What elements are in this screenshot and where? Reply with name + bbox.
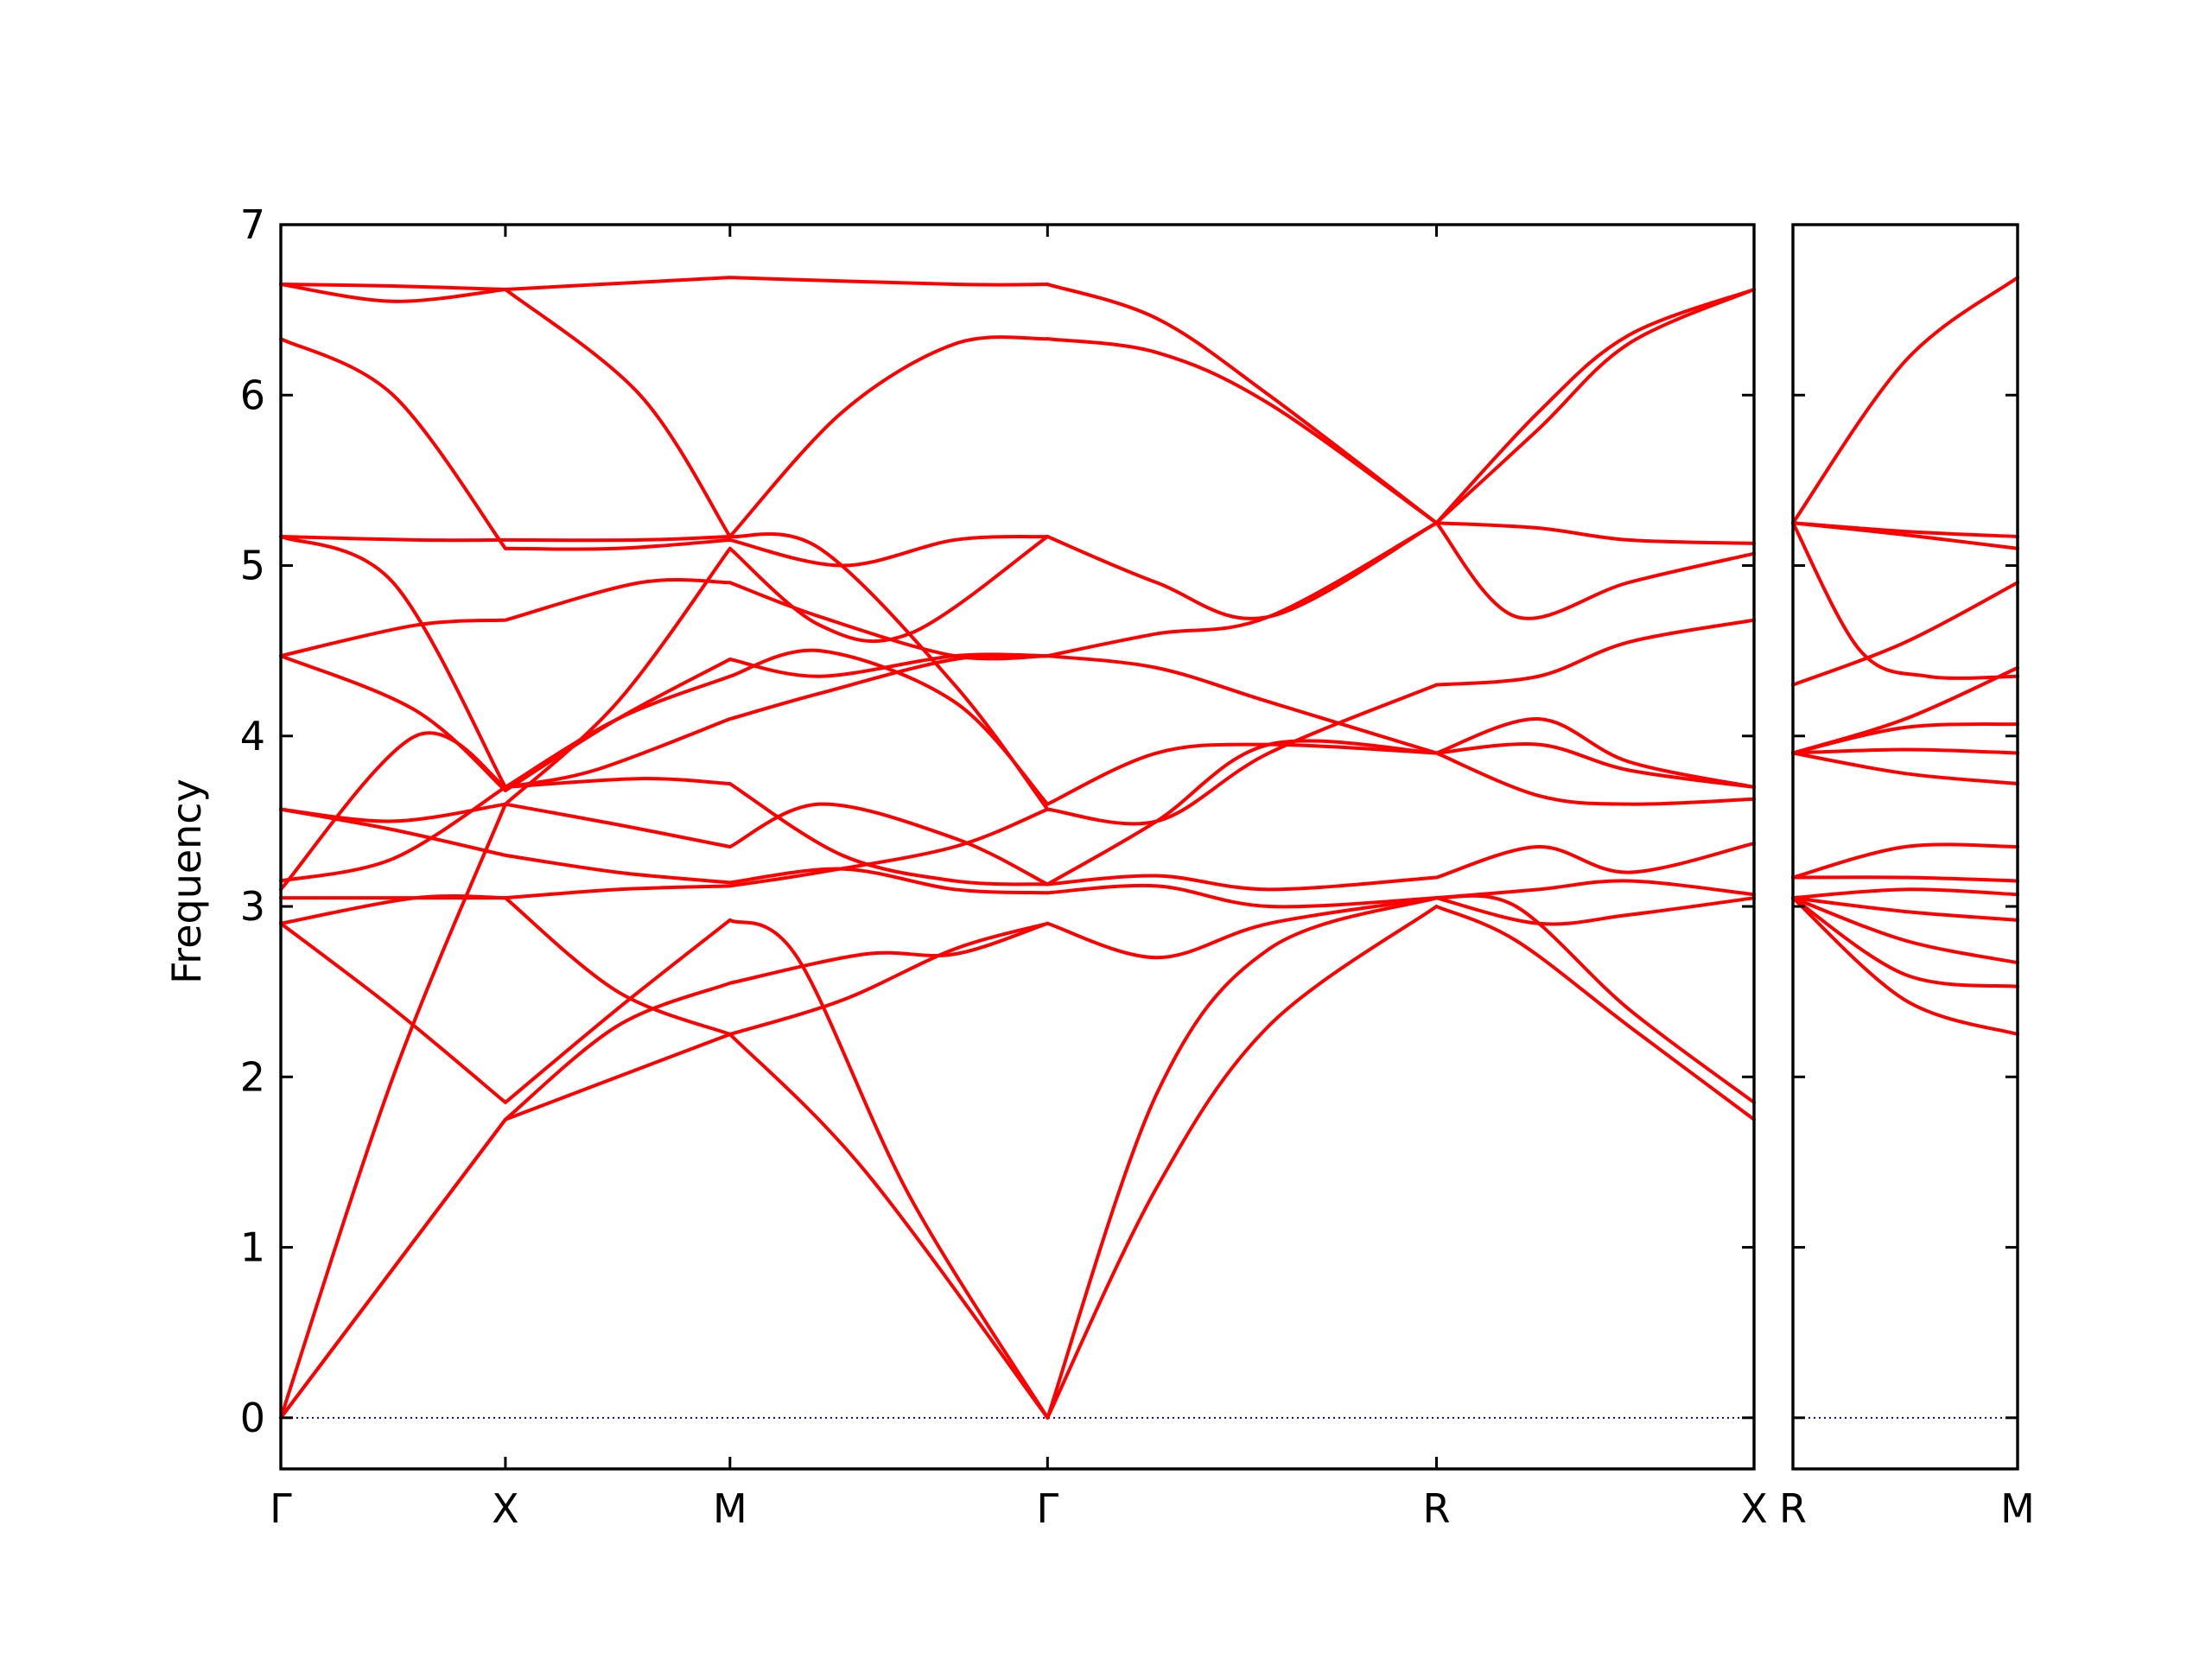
y-tick-label: 3	[240, 883, 265, 930]
phonon-band-branch-15	[1791, 896, 2019, 988]
x-tick-label-main-3: Γ	[1037, 1485, 1059, 1532]
x-tick-label-branch-0: R	[1779, 1485, 1807, 1532]
phonon-band-main-8	[279, 777, 1050, 887]
phonon-band-branch-9	[1791, 751, 2019, 786]
phonon-band-branch-4	[1791, 521, 2019, 680]
y-tick-label: 5	[240, 543, 265, 589]
phonon-band-main-2	[279, 921, 1050, 1420]
x-tick-label-main-1: X	[492, 1485, 519, 1532]
phonon-band-main-4	[279, 918, 1050, 1420]
phonon-band-main-12	[279, 578, 1050, 661]
phonon-band-branch-5	[1791, 581, 2019, 687]
y-tick-label: 1	[240, 1224, 265, 1271]
phonon-band-branch-6	[1791, 665, 2019, 755]
phonon-band-branch-14	[1791, 896, 2019, 965]
phonon-band-main-29	[1046, 283, 1756, 525]
phonon-band-main-27	[1046, 521, 1756, 658]
phonon-band-branch-11	[1791, 875, 2019, 883]
phonon-band-main-6	[279, 807, 1050, 900]
phonon-band-main-25	[1046, 742, 1756, 806]
phonon-band-main-26	[1046, 654, 1756, 789]
phonon-band-main-3	[279, 534, 1050, 1420]
phonon-band-branch-13	[1791, 896, 2019, 922]
y-tick-label: 0	[240, 1395, 265, 1441]
phonon-band-main-10	[279, 802, 1050, 887]
phonon-band-branch-10	[1791, 842, 2019, 880]
phonon-band-main-22	[1046, 842, 1756, 892]
phonon-band-main-28	[1046, 521, 1756, 620]
phonon-band-main-15	[279, 337, 1050, 568]
phonon-band-main-1	[279, 921, 1050, 1420]
phonon-band-branch-7	[1791, 721, 2019, 755]
x-tick-label-main-5: X	[1740, 1485, 1768, 1532]
phonon-band-branch-1	[1791, 276, 2019, 525]
phonon-band-main-24	[1046, 717, 1756, 887]
x-tick-label-branch-1: M	[2000, 1485, 2035, 1532]
plot-frame-main	[279, 223, 1756, 1471]
phonon-band-branch-12	[1791, 887, 2019, 900]
phonon-band-branch-16	[1791, 896, 2019, 1036]
phonon-band-main-18	[1046, 905, 1756, 1420]
phonon-band-main-14	[279, 532, 1050, 811]
phonon-band-main-19	[1046, 893, 1756, 1420]
y-tick-label: 7	[240, 201, 265, 248]
phonon-band-main-30	[1046, 287, 1756, 525]
phonon-band-branch-8	[1791, 747, 2019, 755]
x-tick-label-main-4: R	[1423, 1485, 1451, 1532]
phonon-band-main-5	[279, 894, 1050, 1420]
phonon-band-main-21	[1046, 879, 1756, 909]
plot-frame-branch	[1791, 223, 2019, 1471]
phonon-band-branch-3	[1791, 521, 2019, 550]
phonon-band-main-13	[279, 534, 1050, 806]
y-axis-label: Frequency	[163, 779, 210, 984]
x-tick-label-main-0: Γ	[270, 1485, 292, 1532]
phonon-band-main-11	[279, 652, 1050, 792]
y-tick-label: 6	[240, 372, 265, 418]
phonon-band-main-23	[1046, 618, 1756, 826]
main-panel: 0 1 2 3 4 5 6 7 Γ X M Γ R X	[240, 201, 1768, 1532]
y-tick-label: 4	[240, 713, 265, 760]
phonon-band-main-20	[1046, 896, 1756, 960]
x-tick-label-main-2: M	[713, 1485, 747, 1532]
y-tick-label: 2	[240, 1053, 265, 1100]
phonon-band-main-17	[279, 283, 1050, 538]
phonon-band-main-16	[279, 276, 1050, 303]
